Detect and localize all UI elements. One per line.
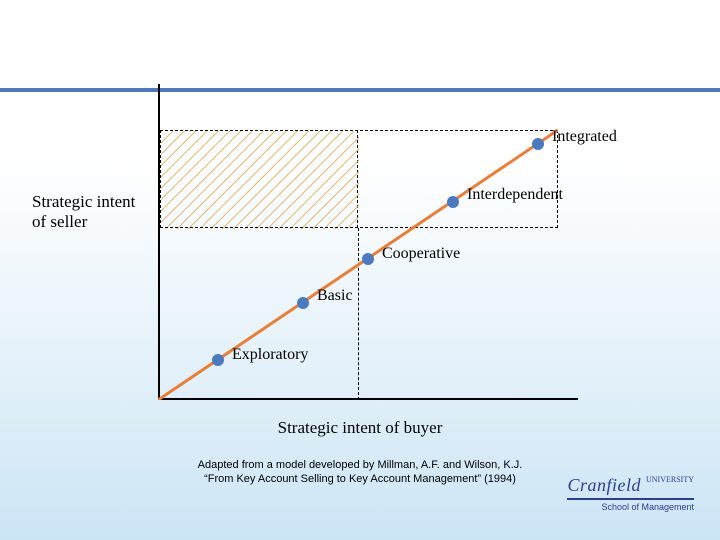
y-axis-label: Strategic intent of seller bbox=[32, 192, 142, 233]
point-label: Integrated bbox=[552, 128, 617, 146]
logo-title: Cranfield UNIVERSITY bbox=[567, 475, 694, 496]
x-axis bbox=[158, 398, 578, 400]
logo-bottom-text: School of Management bbox=[567, 502, 694, 512]
x-axis-label: Strategic intent of buyer bbox=[0, 418, 720, 438]
point-label: Exploratory bbox=[232, 346, 308, 364]
data-point bbox=[362, 253, 374, 265]
point-label: Cooperative bbox=[382, 245, 460, 263]
cranfield-logo: Cranfield UNIVERSITY School of Managemen… bbox=[567, 475, 694, 512]
data-point bbox=[212, 354, 224, 366]
header-divider bbox=[0, 88, 720, 92]
data-point bbox=[297, 297, 309, 309]
data-point bbox=[447, 196, 459, 208]
logo-title-text: Cranfield bbox=[567, 475, 641, 495]
dashed-region bbox=[160, 130, 558, 228]
citation-line-1: Adapted from a model developed by Millma… bbox=[0, 458, 720, 472]
logo-subtitle: UNIVERSITY bbox=[646, 475, 694, 484]
logo-divider bbox=[567, 498, 694, 500]
chart: ExploratoryBasicCooperativeInterdependen… bbox=[158, 120, 558, 400]
point-label: Basic bbox=[317, 287, 353, 305]
point-label: Interdependent bbox=[467, 186, 563, 204]
dashed-vertical-line bbox=[358, 228, 359, 400]
data-point bbox=[532, 138, 544, 150]
